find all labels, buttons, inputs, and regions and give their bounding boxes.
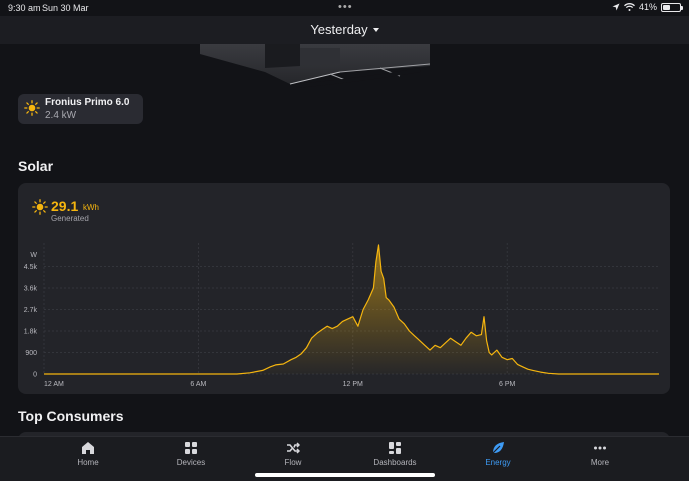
y-tick-label: 1.8k: [24, 329, 38, 336]
battery-icon: [661, 2, 683, 12]
device-power: 2.4 kW: [45, 110, 77, 121]
tab-more[interactable]: More: [565, 441, 635, 467]
tab-label: Dashboards: [373, 458, 417, 467]
status-time: 9:30 am: [8, 3, 41, 13]
location-icon: [612, 3, 620, 11]
flow-icon: [287, 442, 300, 454]
status-indicators: 41%: [612, 2, 683, 12]
wifi-icon: [624, 3, 635, 11]
x-tick-label: 12 AM: [44, 381, 64, 388]
y-tick-label: 0: [33, 372, 37, 379]
y-tick-label: 900: [25, 350, 37, 357]
energy-icon: [491, 442, 504, 455]
tab-home[interactable]: Home: [53, 441, 123, 467]
solar-area: [44, 245, 659, 374]
y-tick-label: 2.7k: [24, 307, 38, 314]
generated-label: Generated: [51, 214, 89, 223]
tab-devices[interactable]: Devices: [156, 441, 226, 467]
home-icon: [82, 442, 94, 454]
tab-label: Flow: [284, 458, 302, 467]
y-axis-label: W: [30, 252, 37, 259]
battery-percent: 41%: [638, 2, 657, 12]
device-name: Fronius Primo 6.0: [45, 97, 130, 108]
period-label: Yesterday: [310, 22, 368, 37]
y-tick-label: 3.6k: [24, 286, 38, 293]
generated-unit: kWh: [83, 203, 99, 212]
x-tick-label: 6 AM: [190, 381, 206, 388]
chevron-down-icon: [372, 28, 379, 32]
solar-card: 29.1 kWh Generated 0 900 1.8k 2.7k 3.6k 4.5k W…: [18, 183, 670, 394]
y-tick-label: 4.5k: [24, 264, 38, 271]
sun-icon: [32, 199, 48, 215]
header: Yesterday: [0, 16, 689, 44]
devices-icon: [185, 442, 197, 454]
solar-chart[interactable]: 0 900 1.8k 2.7k 3.6k 4.5k W 12 AM 6 AM 12 PM 6 PM: [18, 183, 670, 394]
solar-line: [44, 244, 659, 375]
home-indicator[interactable]: [255, 473, 435, 477]
x-tick-label: 6 PM: [499, 381, 516, 388]
generated-value: 29.1: [51, 198, 79, 214]
battery-level: [663, 4, 670, 10]
more-icon: [594, 446, 606, 450]
tab-dashboards[interactable]: Dashboards: [360, 441, 430, 467]
tab-label: Devices: [176, 458, 206, 467]
multitasking-dots-icon[interactable]: •••: [338, 1, 353, 13]
status-bar: 9:30 am Sun 30 Mar ••• 41%: [0, 0, 689, 16]
top-consumers-title: Top Consumers: [18, 408, 124, 424]
tab-label: More: [590, 458, 610, 467]
x-tick-label: 12 PM: [343, 381, 363, 388]
solar-section-title: Solar: [18, 158, 54, 174]
tab-flow[interactable]: Flow: [258, 441, 328, 467]
period-selector[interactable]: Yesterday: [0, 22, 689, 37]
dashboards-icon: [389, 442, 401, 454]
device-card[interactable]: Fronius Primo 6.0 2.4 kW: [18, 94, 143, 124]
tab-label: Home: [77, 458, 99, 467]
sun-icon: [24, 100, 40, 116]
tab-energy[interactable]: Energy: [463, 441, 533, 467]
tab-label: Energy: [485, 458, 511, 467]
status-date: Sun 30 Mar: [42, 3, 89, 13]
inverter-illustration: [200, 44, 431, 88]
